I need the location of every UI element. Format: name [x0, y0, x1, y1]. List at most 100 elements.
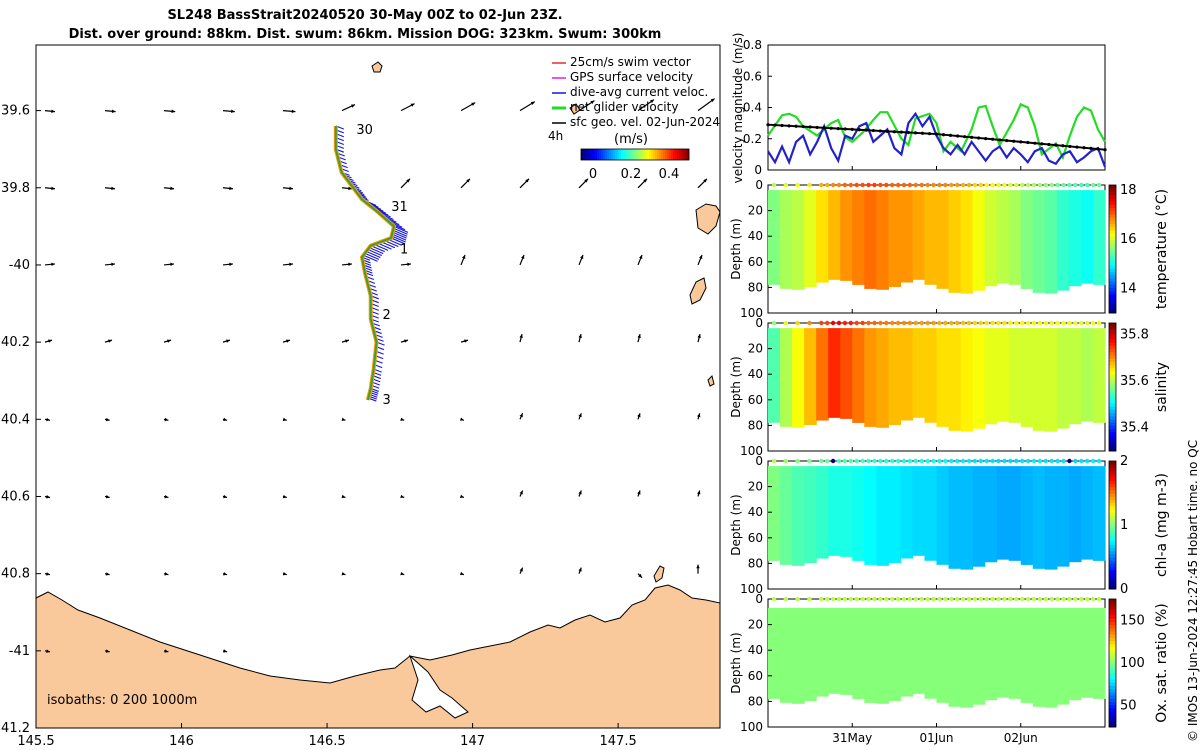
surface-dot [836, 320, 842, 326]
oxygen-data-column [1068, 607, 1082, 701]
oxygen-colorbar-tick: 50 [1120, 699, 1137, 714]
sfc-velocity-arrow [222, 649, 228, 653]
oxygen-data-column [840, 607, 853, 695]
surface-dot [1008, 320, 1013, 326]
surface-dot [960, 320, 966, 326]
sfc-velocity-arrow [519, 490, 524, 497]
surface-dot [937, 596, 942, 602]
surface-dot [996, 596, 1001, 602]
sfc-geo-point [1033, 141, 1037, 145]
sfc-geo-point [766, 123, 770, 127]
sfc-velocity-arrow [104, 109, 116, 113]
speed-colorbar-tick: 0 [589, 167, 597, 182]
sfc-geo-point [850, 127, 854, 131]
surface-dot [984, 182, 989, 188]
temperature-colorbar [1108, 184, 1117, 314]
salinity-colorbar-tick: 35.6 [1120, 374, 1149, 389]
velocity-ytick-label: 0.2 [743, 132, 762, 146]
island-0 [695, 203, 721, 235]
time-tick-label: 01Jun [919, 731, 953, 745]
surface-dot [978, 182, 984, 188]
sfc-velocity-arrow [341, 339, 350, 343]
surface-dot [807, 320, 812, 326]
map-lon-label: 146.5 [308, 734, 345, 749]
sfc-geo-point [878, 129, 882, 133]
surface-dot [1073, 596, 1078, 602]
salinity-ylabel: Depth (m) [729, 356, 743, 417]
salinity-data-column [936, 328, 950, 427]
chart-title-line2: Dist. over ground: 88km. Dist. swum: 86k… [68, 27, 662, 42]
surface-dot [1079, 596, 1084, 602]
surface-dot [807, 182, 812, 188]
legend-label-sfc: sfc geo. vel. 02-Jun-2024 [570, 115, 720, 129]
surface-dot [1090, 320, 1096, 326]
sfc-velocity-arrow [578, 178, 589, 189]
oxygen-ytick-label: 60 [748, 669, 763, 683]
sfc-geo-point [955, 134, 960, 138]
surface-dot [848, 320, 854, 326]
sfc-velocity-arrow [697, 98, 715, 112]
sfc-velocity-arrow [222, 186, 234, 191]
temperature-data-column [936, 190, 950, 289]
sfc-geo-point [822, 126, 826, 130]
surface-dot [1031, 596, 1037, 602]
surface-dot [830, 182, 836, 188]
surface-dot [866, 596, 871, 602]
surface-dot [1019, 458, 1025, 464]
sfc-velocity-arrow [697, 254, 703, 266]
surface-dot [842, 320, 848, 326]
surface-dot [1055, 458, 1060, 464]
surface-dot [830, 458, 836, 464]
salinity-data-column [1092, 328, 1106, 423]
temperature-ytick-label: 100 [740, 306, 763, 320]
surface-dot [1025, 458, 1031, 464]
surface-dot [954, 182, 960, 188]
chla-data-column [972, 466, 986, 567]
surface-dot [848, 182, 854, 188]
current-vector [392, 229, 408, 237]
current-vector [392, 231, 407, 239]
salinity-data-column [912, 328, 926, 418]
surface-dot [996, 320, 1001, 326]
sfc-geo-point [941, 133, 946, 137]
surface-dot [1096, 596, 1102, 602]
surface-dot [907, 182, 913, 188]
surface-dot [884, 596, 889, 602]
sfc-velocity-arrow [400, 262, 412, 267]
surface-dot [907, 320, 913, 326]
sfc-velocity-arrow [519, 567, 524, 574]
sfc-velocity-arrow [637, 178, 648, 189]
surface-dot [783, 458, 789, 464]
salinity-data-column [948, 328, 962, 431]
surface-dot [966, 182, 972, 188]
surface-dot [1061, 596, 1066, 602]
surface-dot [1079, 320, 1084, 326]
temperature-data-column [816, 190, 829, 283]
sfc-velocity-arrow [460, 339, 469, 343]
oxygen-data-column [1008, 607, 1022, 699]
sfc-geo-point [843, 127, 847, 131]
temperature-data-column [1008, 190, 1022, 285]
sfc-geo-point [808, 125, 812, 129]
surface-dot [925, 182, 930, 188]
surface-dot [1049, 182, 1054, 188]
sfc-velocity-arrow [163, 109, 176, 114]
surface-dot [901, 596, 907, 602]
oxygen-data-column [1092, 607, 1106, 699]
sfc-velocity-arrow [282, 109, 296, 114]
sfc-geo-point [1082, 146, 1086, 150]
oxygen-colorbar-tick: 150 [1120, 613, 1145, 628]
oxygen-data-column [768, 607, 781, 699]
map-lat-label: 40.4 [1, 412, 30, 427]
sfc-velocity-arrow [460, 178, 471, 189]
surface-dot [889, 596, 895, 602]
oxygen-data-column [960, 607, 974, 708]
surface-dot [795, 320, 800, 326]
salinity-data-column [816, 328, 829, 421]
surface-dot [966, 320, 972, 326]
surface-dot [895, 320, 901, 326]
sfc-velocity-arrow [104, 417, 110, 422]
surface-dot [919, 596, 924, 602]
temperature-data-column [888, 190, 901, 287]
